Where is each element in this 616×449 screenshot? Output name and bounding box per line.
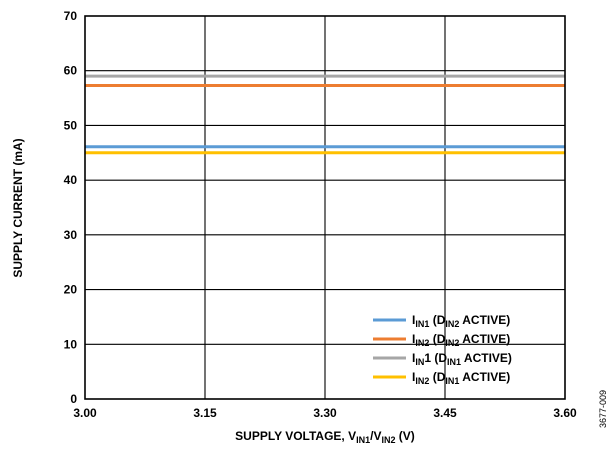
y-tick-label: 20 bbox=[64, 283, 78, 297]
y-tick-label: 40 bbox=[64, 173, 78, 187]
legend-label: IIN1 (DIN2 ACTIVE) bbox=[412, 313, 510, 329]
x-tick-label: 3.60 bbox=[553, 406, 577, 420]
y-tick-label: 10 bbox=[64, 337, 78, 351]
x-tick-label: 3.00 bbox=[73, 406, 97, 420]
y-tick-label: 60 bbox=[64, 64, 78, 78]
y-tick-label: 70 bbox=[64, 9, 78, 23]
x-tick-label: 3.30 bbox=[313, 406, 337, 420]
x-tick-label: 3.45 bbox=[433, 406, 457, 420]
y-axis-label: SUPPLY CURRENT (mA) bbox=[11, 138, 25, 277]
x-tick-label: 3.15 bbox=[193, 406, 217, 420]
legend-label: IIN2 (DIN1 ACTIVE) bbox=[412, 370, 510, 386]
series-lines bbox=[85, 74, 565, 155]
legend: IIN1 (DIN2 ACTIVE) IIN2 (DIN2 ACTIVE) IIN1… bbox=[373, 313, 512, 386]
y-tick-label: 50 bbox=[64, 118, 78, 132]
x-axis-label: SUPPLY VOLTAGE, VIN1/VIN2 (V) bbox=[235, 429, 415, 445]
legend-label: IIN1 (DIN1 ACTIVE) bbox=[412, 351, 512, 367]
legend-label: IIN2 (DIN2 ACTIVE) bbox=[412, 332, 510, 348]
tick-labels: 3.00 3.15 3.30 3.45 3.60 0 10 20 30 40 50 60 70 bbox=[64, 9, 577, 420]
figure-id: 3677-009 bbox=[598, 390, 608, 428]
y-tick-label: 0 bbox=[70, 392, 77, 406]
grid bbox=[85, 16, 565, 399]
plot-frame bbox=[84, 15, 566, 400]
y-tick-label: 30 bbox=[64, 228, 78, 242]
